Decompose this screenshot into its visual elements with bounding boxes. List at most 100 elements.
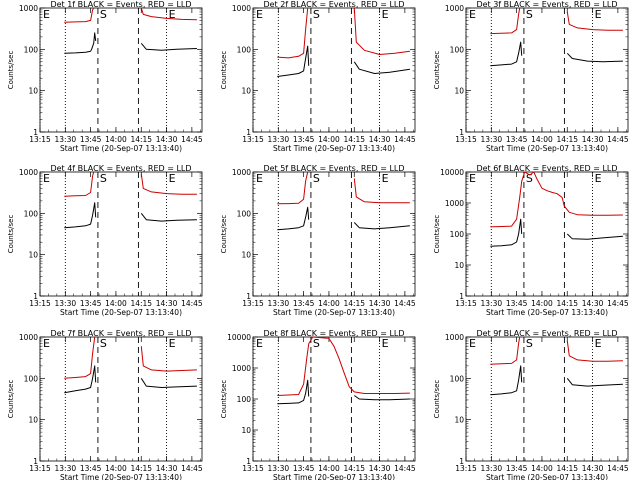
- x-tick-label: 14:45: [607, 135, 629, 144]
- y-tick-label: 1000: [19, 4, 38, 13]
- x-axis-label: Start Time (20-Sep-07 13:13:40): [60, 308, 182, 317]
- events-series-line: [140, 42, 197, 51]
- x-axis-label: Start Time (20-Sep-07 13:13:40): [486, 473, 608, 480]
- x-tick-label: 13:15: [242, 299, 264, 308]
- y-tick-label: 1000: [445, 333, 464, 342]
- x-tick-label: 13:15: [455, 464, 477, 473]
- events-series-line: [277, 206, 310, 231]
- x-tick-label: 14:45: [181, 135, 203, 144]
- y-tick-label: 1000: [445, 199, 464, 208]
- plot-frame: [252, 171, 416, 297]
- lld-series-line: [490, 336, 521, 365]
- x-tick-label: 14:00: [531, 299, 553, 308]
- x-tick-label: 14:45: [394, 299, 416, 308]
- y-tick-label: 1000: [19, 333, 38, 342]
- y-tick-label: 10: [28, 251, 38, 260]
- x-tick-label: 14:30: [156, 464, 178, 473]
- x-axis-label: Start Time (20-Sep-07 13:13:40): [273, 308, 395, 317]
- events-series-line: [566, 233, 623, 240]
- marker-label: E: [595, 8, 602, 21]
- y-tick-label: 100: [237, 395, 252, 404]
- plot-frame: [465, 7, 629, 133]
- y-tick-label: 10: [454, 261, 464, 270]
- x-tick-label: 13:15: [242, 135, 264, 144]
- events-series-line: [140, 378, 197, 388]
- plot-frame: [39, 7, 203, 133]
- y-tick-label: 1: [246, 292, 251, 301]
- marker-label: S: [100, 337, 107, 350]
- y-axis-label: Counts/sec: [433, 380, 441, 419]
- x-tick-label: 13:30: [481, 135, 503, 144]
- panel-title: Det 5f BLACK = Events, RED = LLD: [263, 164, 404, 173]
- marker-label: S: [526, 172, 533, 185]
- y-tick-label: 100: [237, 209, 252, 218]
- events-series-line: [353, 222, 410, 230]
- y-tick-label: 1000: [232, 364, 251, 373]
- y-axis-label: Counts/sec: [433, 51, 441, 90]
- events-series-line: [490, 41, 523, 67]
- panel-title: Det 6f BLACK = Events, RED = LLD: [476, 164, 617, 173]
- plot-frame: [39, 336, 203, 462]
- panel-det-3: Det 3f BLACK = Events, RED = LLD 1 10 100 10…: [433, 0, 629, 153]
- events-series-line: [354, 395, 410, 401]
- panel-title: Det 9f BLACK = Events, RED = LLD: [476, 329, 617, 338]
- x-tick-label: 14:15: [343, 135, 365, 144]
- y-tick-label: 10: [241, 87, 251, 96]
- x-tick-label: 14:00: [318, 299, 340, 308]
- lld-series-line: [140, 173, 197, 195]
- x-tick-label: 13:15: [242, 464, 264, 473]
- events-series-line: [353, 61, 410, 74]
- marker-label: E: [43, 8, 50, 21]
- y-axis-label: Counts/sec: [220, 51, 228, 90]
- x-tick-label: 13:30: [481, 299, 503, 308]
- events-series-line: [490, 218, 523, 247]
- x-tick-label: 13:45: [293, 299, 315, 308]
- x-tick-label: 13:15: [29, 464, 51, 473]
- x-tick-label: 14:00: [531, 135, 553, 144]
- x-tick-label: 14:15: [130, 464, 152, 473]
- lld-series-line: [277, 7, 309, 59]
- y-axis-label: Counts/sec: [7, 51, 15, 90]
- y-tick-label: 1000: [232, 4, 251, 13]
- x-axis-label: Start Time (20-Sep-07 13:13:40): [486, 308, 608, 317]
- plot-frame: [39, 171, 203, 297]
- lld-series-line: [566, 340, 623, 362]
- events-series-line: [490, 365, 523, 396]
- x-tick-label: 14:45: [607, 464, 629, 473]
- events-series-line: [64, 365, 97, 394]
- panel-title: Det 2f BLACK = Events, RED = LLD: [263, 0, 404, 9]
- x-tick-label: 13:30: [268, 299, 290, 308]
- y-axis-label: Counts/sec: [7, 215, 15, 254]
- x-tick-label: 14:45: [394, 135, 416, 144]
- x-tick-label: 14:15: [556, 464, 578, 473]
- x-tick-label: 14:15: [130, 135, 152, 144]
- x-axis-label: Start Time (20-Sep-07 13:13:40): [60, 144, 182, 153]
- panel-title: Det 4f BLACK = Events, RED = LLD: [50, 164, 191, 173]
- y-tick-label: 1000: [232, 168, 251, 177]
- y-tick-label: 10: [28, 87, 38, 96]
- marker-label: E: [169, 337, 176, 350]
- lld-series-line: [490, 7, 521, 35]
- marker-label: E: [382, 8, 389, 21]
- panel-det-9: Det 9f BLACK = Events, RED = LLD 1 10 100 10…: [433, 329, 629, 480]
- y-tick-label: 1: [33, 128, 38, 137]
- x-tick-label: 13:15: [29, 135, 51, 144]
- lld-series-line: [140, 346, 197, 372]
- marker-label: S: [313, 8, 320, 21]
- lld-series-line: [353, 178, 410, 204]
- x-tick-label: 13:30: [268, 464, 290, 473]
- y-tick-label: 10: [454, 87, 464, 96]
- marker-label: E: [43, 172, 50, 185]
- x-tick-label: 14:30: [369, 464, 391, 473]
- y-tick-label: 1: [246, 128, 251, 137]
- x-tick-label: 13:45: [506, 464, 528, 473]
- lld-series-line: [140, 7, 197, 21]
- y-tick-label: 100: [24, 209, 39, 218]
- plot-frame: [465, 336, 629, 462]
- lld-series-line: [64, 171, 95, 197]
- x-tick-label: 13:30: [55, 299, 77, 308]
- panel-det-1: Det 1f BLACK = Events, RED = LLD 1 10 100 10…: [7, 0, 203, 153]
- marker-label: S: [526, 8, 533, 21]
- panel-det-7: Det 7f BLACK = Events, RED = LLD 1 10 100 10…: [7, 329, 203, 480]
